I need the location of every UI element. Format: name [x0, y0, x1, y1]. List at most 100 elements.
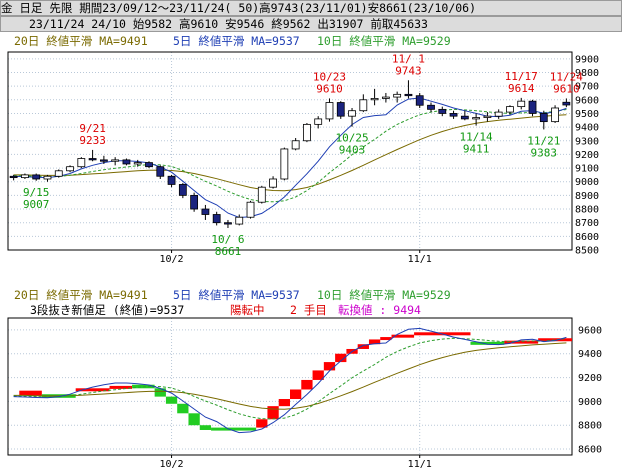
candle-down	[460, 115, 469, 120]
trough-date-label: 9/15	[23, 186, 50, 199]
peak-value-label: 9614	[508, 82, 535, 95]
peak-value-label: 9610	[553, 82, 580, 95]
y-tick-label: 9000	[578, 397, 602, 408]
candle-up	[517, 100, 526, 108]
chart-header-period: 金 日足 先限 期間23/09/12～23/11/24( 50)高9743(23…	[0, 0, 622, 16]
y-tick-label: 9800	[575, 68, 599, 79]
bull-block	[19, 390, 42, 396]
bull-block	[335, 353, 347, 363]
candle-down	[122, 159, 131, 165]
ma5-line	[13, 97, 567, 219]
bull-block	[380, 337, 392, 341]
bull-block	[301, 379, 313, 390]
bull-block	[538, 338, 572, 342]
candle-down	[336, 102, 345, 117]
candlestick-chart: 8500 8600 8700 8800 8900 9000 9100 9200 9300 9400…	[7, 51, 599, 265]
bull-block	[312, 370, 324, 380]
candle-up	[280, 148, 289, 180]
candle-up	[393, 93, 402, 98]
y-tick-label: 8700	[575, 218, 599, 229]
ma20-line	[13, 114, 567, 192]
candle-down	[415, 95, 424, 106]
bear-block	[188, 413, 200, 426]
candle-up	[66, 166, 74, 172]
bear-block	[177, 403, 189, 414]
bottom-legend-ma20: 20日 終値平滑 MA=9491	[14, 288, 148, 302]
candle-down	[145, 162, 153, 168]
candle-down	[88, 158, 97, 161]
candle-up	[494, 111, 503, 117]
y-tick-label: 9700	[575, 82, 599, 93]
candle-down	[99, 159, 108, 162]
candle-down	[528, 100, 537, 114]
candle-up	[291, 140, 300, 150]
bottom-legend-ma5: 5日 終値平滑 MA=9537	[173, 288, 300, 302]
bear-block	[199, 425, 212, 430]
candle-up	[325, 102, 334, 120]
candle-up	[506, 106, 514, 113]
y-tick-label: 9400	[578, 349, 602, 360]
y-tick-label: 8500	[575, 246, 599, 257]
candle-down	[562, 101, 571, 106]
candle-down	[178, 184, 187, 196]
bull-block	[368, 339, 381, 345]
candle-up	[472, 117, 481, 120]
candle-up	[257, 186, 266, 203]
bull-block	[278, 399, 290, 407]
candle-down	[32, 174, 41, 180]
bull-block	[267, 406, 279, 420]
bottom-legend-state: 陽転中	[230, 303, 265, 317]
candle-up	[133, 162, 142, 165]
y-tick-label: 9600	[575, 95, 599, 106]
peak-date-label: 11/ 1	[392, 52, 425, 65]
candle-up	[314, 118, 323, 125]
y-tick-label: 8800	[575, 205, 599, 216]
peak-date-label: 11/17	[505, 70, 538, 83]
bear-block	[154, 388, 166, 397]
peak-date-label: 11/24	[550, 70, 583, 83]
peak-value-label: 9610	[316, 82, 343, 95]
bear-block	[165, 396, 178, 404]
candle-up	[77, 158, 86, 168]
peak-value-label: 9233	[79, 134, 106, 147]
y-tick-label: 8600	[575, 232, 599, 243]
candle-up	[246, 201, 255, 218]
candle-down	[9, 175, 18, 179]
y-tick-label: 9600	[578, 325, 602, 336]
bull-block	[323, 362, 336, 371]
trough-value-label: 9403	[339, 144, 366, 157]
candle-down	[404, 93, 413, 97]
candle-up	[111, 159, 120, 162]
bull-block	[109, 385, 133, 389]
ma10-line	[13, 337, 567, 420]
candle-up	[483, 115, 492, 118]
bull-block	[504, 340, 539, 344]
bottom-legend-hand: 2 手目	[290, 303, 327, 317]
y-tick-label: 9300	[575, 136, 599, 147]
y-tick-label: 9900	[575, 54, 599, 65]
x-tick-label: 10/2	[160, 459, 184, 470]
candle-down	[190, 194, 199, 210]
candle-up	[54, 170, 63, 177]
candle-down	[224, 222, 232, 225]
bottom-legend-ma10: 10日 終値平滑 MA=9529	[317, 288, 451, 302]
candle-down	[449, 113, 458, 117]
y-tick-label: 9100	[575, 164, 599, 175]
bull-block	[391, 334, 415, 338]
candle-up	[381, 96, 390, 99]
trough-date-label: 11/14	[460, 131, 493, 144]
x-tick-label: 11/1	[408, 254, 432, 265]
bottom-legend-conversion: 転換値 : 9494	[338, 303, 421, 317]
trough-value-label: 9007	[23, 198, 50, 211]
ma5-line	[13, 327, 567, 434]
bear-block	[470, 341, 505, 345]
y-tick-label: 8800	[578, 421, 602, 432]
y-tick-label: 8900	[575, 191, 599, 202]
candle-down	[438, 108, 447, 114]
trough-value-label: 9383	[531, 146, 558, 159]
trough-date-label: 10/ 6	[211, 233, 244, 246]
trough-date-label: 10/25	[335, 132, 368, 145]
bull-block	[256, 419, 268, 428]
candle-down	[201, 208, 210, 215]
